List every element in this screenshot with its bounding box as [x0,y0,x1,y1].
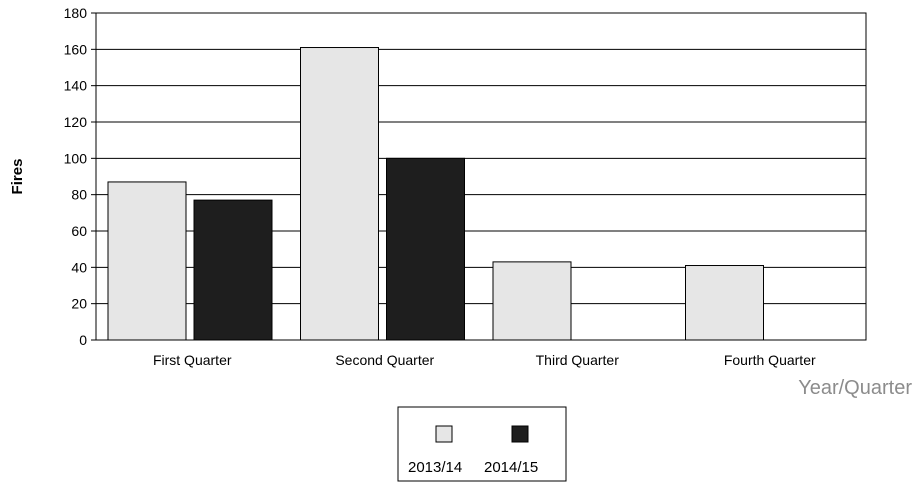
x-tick-label: Fourth Quarter [724,352,816,368]
bar-2013/14-fourth-quarter [685,265,764,341]
y-tick-label: 80 [71,187,87,203]
y-tick-label: 140 [64,78,88,94]
legend: 2013/14 2014/15 [397,406,567,482]
y-tick-label: 40 [71,259,87,275]
bars [107,47,764,341]
y-tick-label: 180 [64,5,88,21]
bar-2014/15-second-quarter [386,157,465,341]
legend-label: 2013/14 [408,459,462,476]
legend-box [397,406,567,482]
x-tick-label: Third Quarter [536,352,620,368]
bar-2013/14-second-quarter [300,47,379,341]
x-axis-label: Year/Quarter [798,377,912,399]
legend-swatch-2014/15 [511,425,529,443]
y-tick-label: 20 [71,296,87,312]
x-tick-labels: First Quarter Second Quarter Third Quarter… [153,352,816,368]
bar-2013/14-first-quarter [107,181,187,341]
y-tick-label: 120 [64,114,88,130]
x-tick-label: Second Quarter [335,352,434,368]
legend-label: 2014/15 [484,459,538,476]
bar-2014/15-first-quarter [193,199,273,341]
plot-area-frame [95,12,867,341]
legend-swatch-2013/14 [435,425,453,443]
y-axis-label: Fires [9,159,26,195]
y-tick-label: 100 [64,150,88,166]
y-tick-labels: 0 20 40 60 80 100 120 140 160 180 [64,5,88,348]
y-tick-label: 160 [64,41,88,57]
x-tick-label: First Quarter [153,352,232,368]
y-tick-label: 60 [71,223,87,239]
legend-items: 2013/14 2014/15 [408,425,538,476]
y-tick-label: 0 [79,332,87,348]
bar-2013/14-third-quarter [492,261,572,341]
